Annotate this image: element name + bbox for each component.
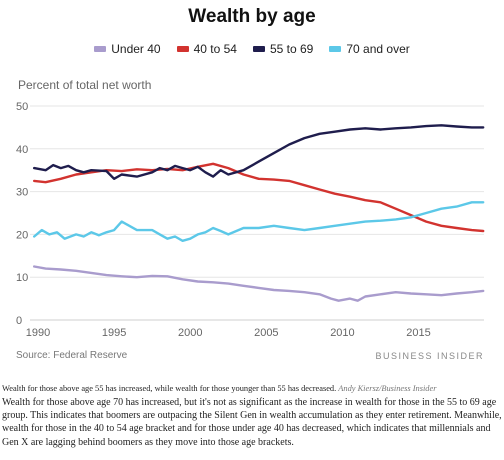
legend-label: 40 to 54 bbox=[193, 42, 237, 56]
y-tick-label: 10 bbox=[16, 272, 28, 284]
legend-swatch bbox=[252, 46, 265, 52]
x-tick-label: 1995 bbox=[102, 327, 126, 339]
legend-swatch bbox=[176, 46, 189, 52]
legend-label: Under 40 bbox=[111, 42, 161, 56]
y-tick-label: 30 bbox=[16, 187, 28, 199]
legend-label: 70 and over bbox=[346, 42, 410, 56]
brand-logo: BUSINESS INSIDER bbox=[375, 351, 484, 361]
legend-item-55-to-69: 55 to 69 bbox=[252, 42, 314, 56]
image-caption: Wealth for those above age 55 has increa… bbox=[2, 384, 502, 395]
line-chart: 0 10 20 30 40 50 1990 1995 2000 2005 2010 2015 bbox=[16, 101, 485, 339]
legend-item-40-to-54: 40 to 54 bbox=[176, 42, 237, 56]
x-tick-label: 1990 bbox=[26, 327, 50, 339]
chart-figure: Wealth by age Under 40 40 to 54 55 to 69… bbox=[0, 6, 504, 361]
caption-text: Wealth for those above age 55 has increa… bbox=[2, 384, 337, 393]
legend-item-70-and-over: 70 and over bbox=[329, 42, 410, 56]
source-note: Source: Federal Reserve bbox=[16, 350, 128, 361]
x-tick-label: 2000 bbox=[178, 327, 202, 339]
y-tick-label: 20 bbox=[16, 229, 28, 241]
y-axis-label: Percent of total net worth bbox=[18, 78, 152, 92]
caption-credit: Andy Kiersz/Business Insider bbox=[338, 384, 437, 393]
y-tick-label: 0 bbox=[16, 315, 22, 327]
chart-title: Wealth by age bbox=[188, 6, 316, 27]
y-tick-label: 40 bbox=[16, 144, 28, 156]
chart-legend: Under 40 40 to 54 55 to 69 70 and over bbox=[0, 42, 504, 56]
series-line-55-to-69 bbox=[33, 124, 485, 180]
series-line-under-40 bbox=[33, 265, 485, 302]
x-tick-label: 2010 bbox=[330, 327, 354, 339]
article-paragraph: Wealth for those above age 70 has increa… bbox=[2, 397, 502, 448]
x-tick-label: 2005 bbox=[254, 327, 278, 339]
y-tick-label: 50 bbox=[16, 101, 28, 113]
series-line-40-to-54 bbox=[33, 162, 485, 233]
x-tick-label: 2015 bbox=[406, 327, 430, 339]
legend-label: 55 to 69 bbox=[269, 42, 314, 56]
legend-item-under-40: Under 40 bbox=[94, 42, 161, 56]
series-line-70-and-over bbox=[33, 201, 485, 242]
legend-swatch bbox=[94, 46, 107, 52]
legend-swatch bbox=[329, 46, 342, 52]
